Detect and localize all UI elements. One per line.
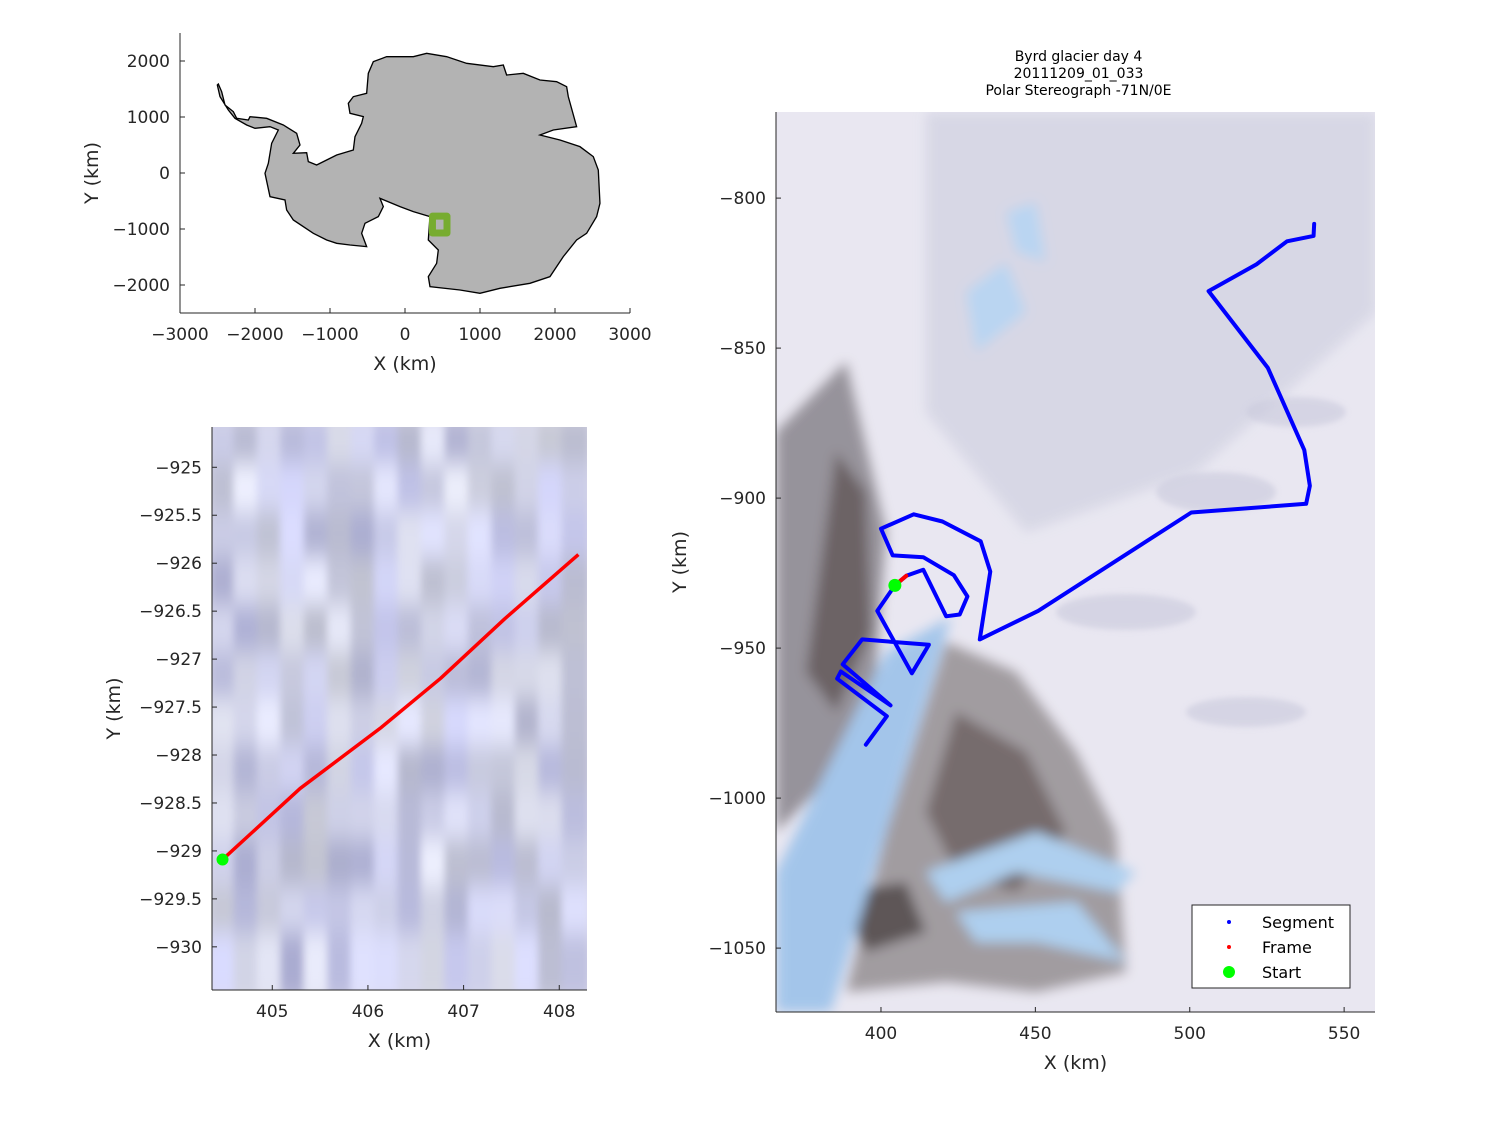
y-tick-label: −926 <box>155 554 202 574</box>
frame-zoom-axes: 405 406 407 408 −925 −925.5 −926 −926.5 −927 −927… <box>103 427 587 1052</box>
y-tick-label: −1000 <box>112 220 170 240</box>
y-tick-label: −926.5 <box>139 602 202 622</box>
y-tick-label: −927 <box>155 650 202 670</box>
image-cell <box>420 933 449 990</box>
image-cell <box>561 933 587 990</box>
segment-track-line <box>835 221 1317 747</box>
y-tick-label: 0 <box>159 164 170 184</box>
start-marker <box>888 578 902 592</box>
x-tick-label: 2000 <box>533 325 576 345</box>
y-tick-label: −2000 <box>112 276 170 296</box>
y-axis-label: Y (km) <box>669 531 691 594</box>
y-tick-label: −925 <box>155 458 202 478</box>
chart-title-line: Polar Stereograph -71N/0E <box>985 83 1171 99</box>
chart-title-line: 20111209_01_033 <box>1014 66 1144 82</box>
image-cell <box>327 933 355 990</box>
x-tick-label: 400 <box>865 1024 897 1044</box>
background-image <box>212 427 587 990</box>
x-tick-label: −3000 <box>151 325 209 345</box>
image-cell <box>374 933 402 990</box>
y-axis-label: Y (km) <box>103 678 125 741</box>
y-tick-label: −1050 <box>708 939 766 959</box>
legend-label-start: Start <box>1262 963 1301 982</box>
x-tick-label: −2000 <box>226 325 284 345</box>
y-tick-label: −1000 <box>708 789 766 809</box>
x-tick-label: 0 <box>400 325 411 345</box>
x-tick-label: −1000 <box>301 325 359 345</box>
legend-label-frame: Frame <box>1262 938 1312 957</box>
x-tick-label: 3000 <box>608 325 651 345</box>
segment-extent-box <box>428 212 451 237</box>
x-tick-label: 408 <box>543 1002 575 1022</box>
legend: Segment Frame Start <box>1191 904 1351 989</box>
frame-line <box>221 553 580 861</box>
track-layer <box>835 221 1317 747</box>
y-tick-label: −925.5 <box>139 506 202 526</box>
y-tick-label: −900 <box>719 489 766 509</box>
y-tick-label: −950 <box>719 639 766 659</box>
x-tick-label: 406 <box>352 1002 384 1022</box>
image-cell <box>491 933 519 990</box>
x-axis-label: X (km) <box>373 353 436 375</box>
overview-map-axes: −3000 −2000 −1000 0 1000 2000 3000 −2000 −1000 0 1… <box>81 33 652 375</box>
antarctica-landmass <box>216 52 601 294</box>
legend-label-segment: Segment <box>1262 913 1334 932</box>
legend-marker-segment <box>1227 920 1231 924</box>
image-cell <box>467 933 496 990</box>
x-tick-label: 450 <box>1019 1024 1051 1044</box>
satellite-image <box>776 112 1375 1012</box>
x-tick-label: 405 <box>256 1002 288 1022</box>
y-tick-label: −928.5 <box>139 794 202 814</box>
y-tick-label: −850 <box>719 339 766 359</box>
image-cell <box>233 933 261 990</box>
x-tick-label: 407 <box>447 1002 479 1022</box>
image-cell <box>444 933 472 990</box>
x-tick-label: 1000 <box>458 325 501 345</box>
y-axis-label: Y (km) <box>81 142 103 205</box>
image-cell <box>303 933 332 990</box>
x-axis-label: X (km) <box>1044 1052 1107 1074</box>
image-cell <box>514 933 543 990</box>
y-tick-label: −929.5 <box>139 890 202 910</box>
chart-title-line: Byrd glacier day 4 <box>1015 49 1143 65</box>
image-cell <box>256 933 285 990</box>
legend-marker-frame <box>1227 945 1231 949</box>
image-cell <box>350 933 379 990</box>
legend-marker-start <box>1223 966 1235 978</box>
x-axis-label: X (km) <box>368 1030 431 1052</box>
y-tick-label: −930 <box>155 938 202 958</box>
y-tick-label: 2000 <box>127 52 170 72</box>
image-stripes <box>212 427 587 990</box>
start-marker <box>216 853 229 866</box>
y-tick-label: −927.5 <box>139 698 202 718</box>
y-tick-label: −800 <box>719 189 766 209</box>
segment-map-axes: 400 450 500 550 −800 −850 −900 −950 −1000 −1050 X … <box>669 49 1375 1074</box>
image-cell <box>280 933 308 990</box>
x-tick-label: 500 <box>1174 1024 1206 1044</box>
x-tick-label: 550 <box>1328 1024 1360 1044</box>
y-tick-label: −929 <box>155 842 202 862</box>
image-cell <box>538 933 566 990</box>
y-tick-label: 1000 <box>127 108 170 128</box>
y-tick-label: −928 <box>155 746 202 766</box>
legend-box <box>1191 904 1351 989</box>
image-cell <box>397 933 425 990</box>
image-cell <box>212 933 238 990</box>
